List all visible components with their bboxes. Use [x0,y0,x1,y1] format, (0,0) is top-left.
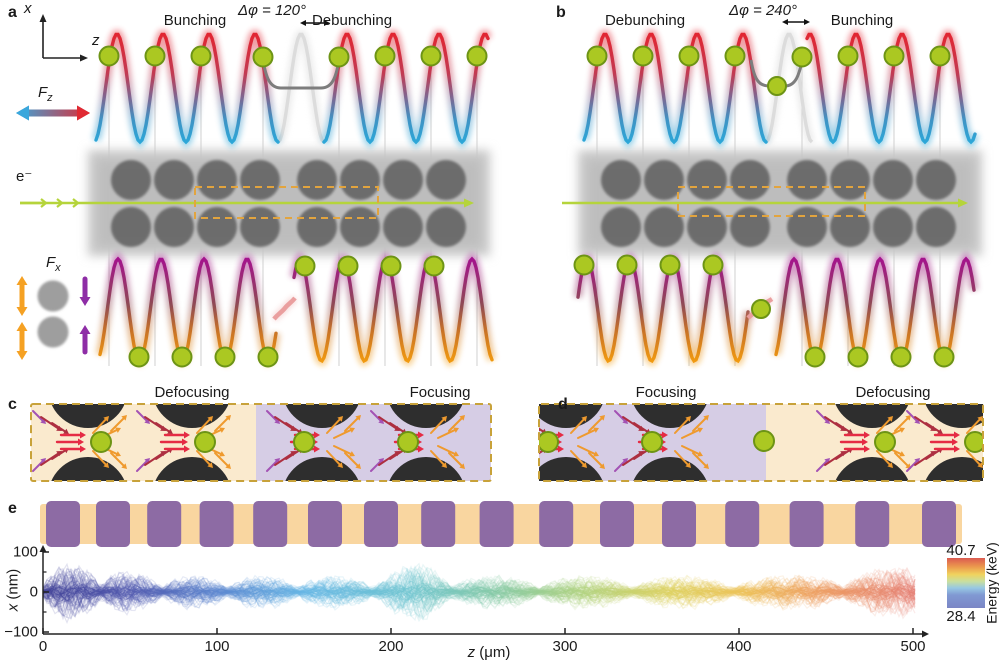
x-tick-label: 500 [900,638,926,655]
y-tick-label: 0 [29,583,38,601]
force-z-label: Fz [38,84,53,104]
force-x-icon [16,276,91,360]
panel-b-debunching-label: Debunching [604,12,686,29]
panel-d-focusing-label: Focusing [635,384,697,401]
panel-c-defocusing-label: Defocusing [154,384,230,401]
coord-z-label: z [92,32,100,49]
trajectory-plot [42,562,916,625]
panel-a-bunching-label: Bunching [163,12,227,29]
colorbar-max-label: 40.7 [946,542,976,559]
panel-d-defocusing-label: Defocusing [855,384,931,401]
colorbar [947,558,985,608]
coord-x-label: x [24,0,32,17]
panel-a-top-wave [91,20,493,149]
coordinate-axes-icon [39,14,88,62]
x-tick-label: 100 [204,638,230,655]
y-tick-label: 100 [12,543,38,561]
panel-b-phase-label: Δφ = 240° [729,2,797,19]
panel-a-bottom-wave [95,252,497,368]
panel-c-letter: c [8,396,17,413]
x-tick-label: 200 [378,638,404,655]
colorbar-title: Energy (keV) [983,542,999,624]
accelerator-structure [562,150,982,256]
x-tick-label: 400 [726,638,752,655]
panel-c-focusing-label: Focusing [409,384,471,401]
force-x-label: Fx [46,254,61,274]
y-axis-label: x (nm) [4,568,22,612]
force-z-arrow-icon [16,105,90,121]
panel-b-bottom-wave [573,252,979,368]
panel-a-debunching-label: Debunching [311,12,393,29]
panel-a-phase-label: Δφ = 120° [238,2,306,19]
panel-b-letter: b [556,4,566,21]
panel-b-top-wave [579,19,980,149]
panel-a-letter: a [8,4,17,21]
panel-d-cells [538,403,984,482]
panel-e-letter: e [8,500,17,517]
panel-c-cells [30,403,492,482]
x-axis-label: z (μm) [467,644,511,661]
panel-b-bunching-label: Bunching [830,12,894,29]
lattice-strip [40,501,962,547]
electron-label: e⁻ [16,168,33,185]
accelerator-structure [20,150,490,256]
colorbar-min-label: 28.4 [946,608,976,625]
plot-axes [39,545,929,638]
y-tick-label: −100 [4,623,38,641]
x-tick-label: 0 [38,638,48,655]
panel-d-letter: d [558,396,568,413]
x-tick-label: 300 [552,638,578,655]
